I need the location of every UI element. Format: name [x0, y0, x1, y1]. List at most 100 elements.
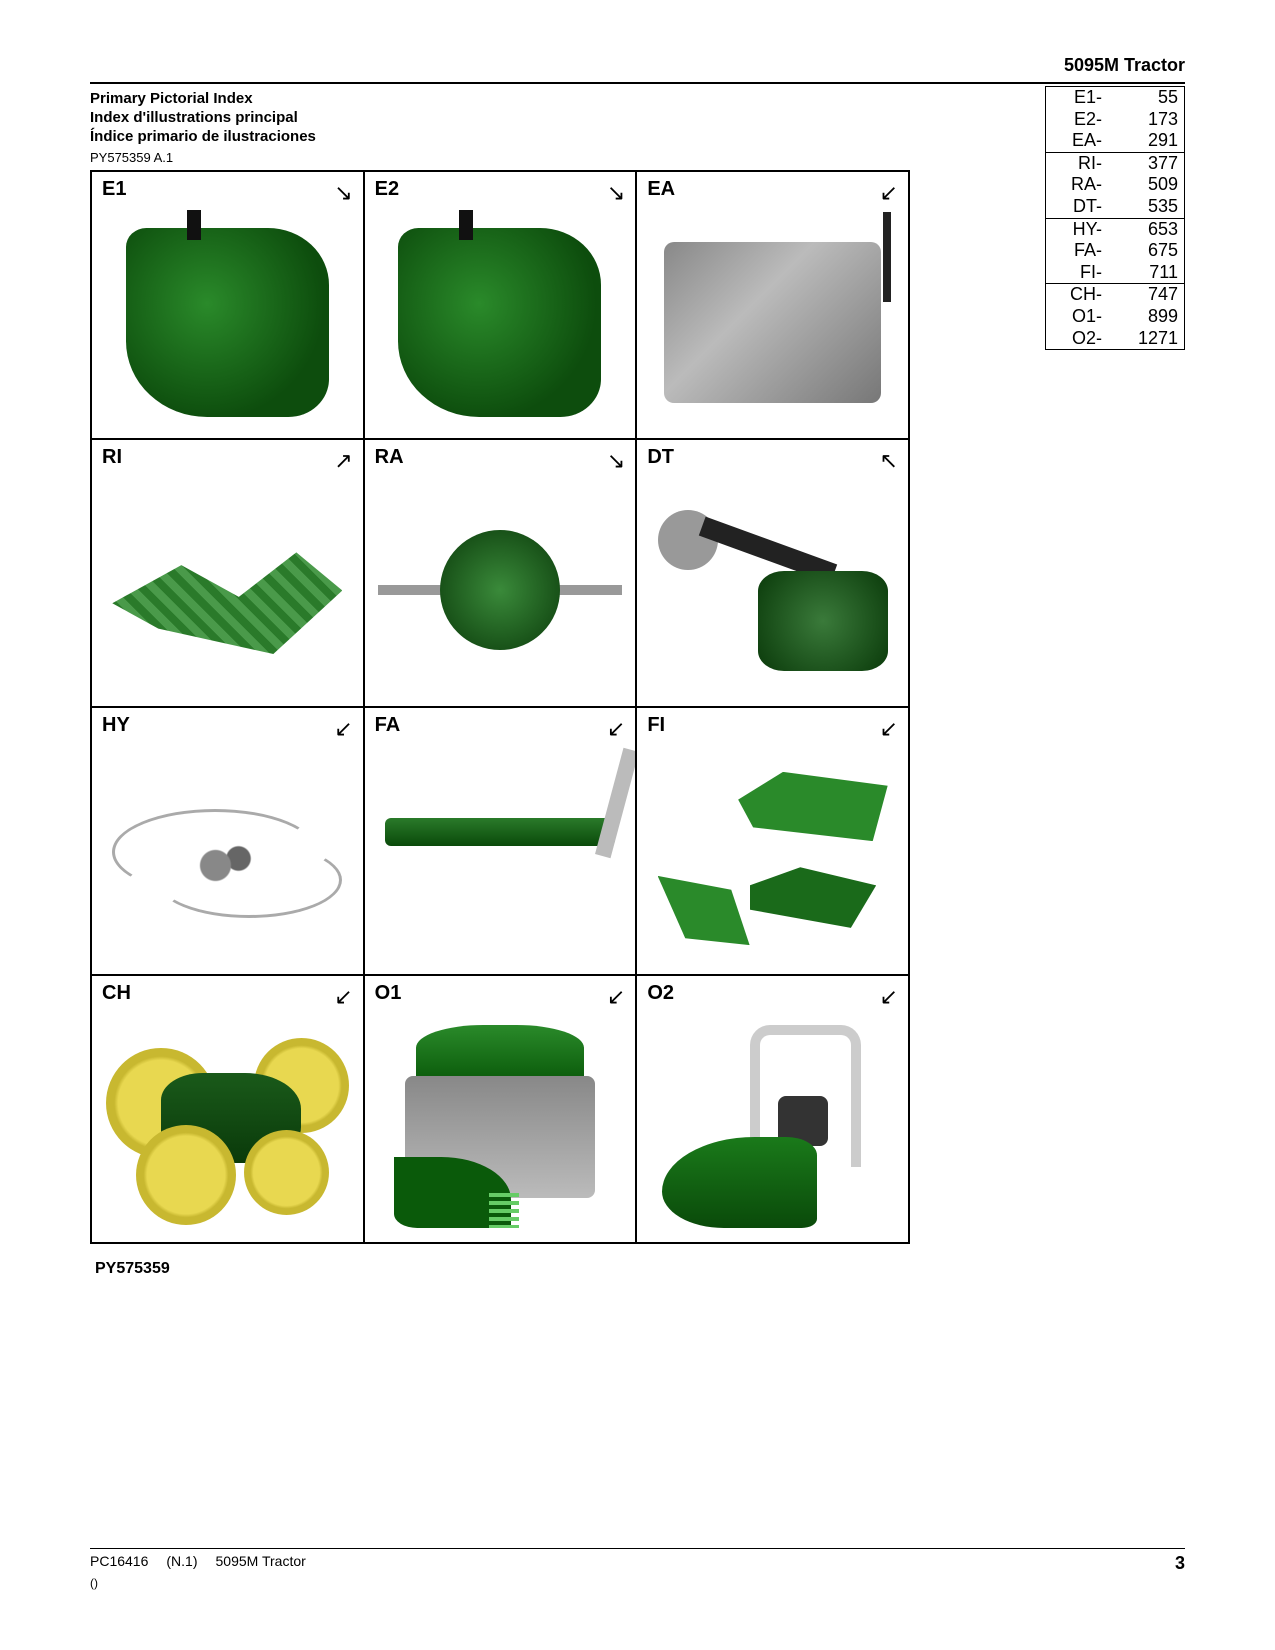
index-code: O1- — [1052, 306, 1102, 328]
nav-arrow-icon[interactable]: ↙ — [880, 180, 898, 206]
figure-code-bottom: PY575359 — [95, 1260, 170, 1278]
grid-cell-ea[interactable]: EA ↙ — [636, 171, 909, 439]
index-row[interactable]: FA-675 — [1046, 240, 1184, 262]
footer-product: 5095M Tractor — [216, 1553, 306, 1574]
index-code: E2- — [1052, 109, 1102, 131]
nav-arrow-icon[interactable]: ↙ — [880, 716, 898, 742]
grid-cell-e2[interactable]: E2 ↘ — [364, 171, 637, 439]
index-page: 55 — [1102, 87, 1178, 109]
grid-cell-ra[interactable]: RA ↘ — [364, 439, 637, 707]
index-row[interactable]: DT-535 — [1046, 196, 1184, 218]
footer-sub: () — [90, 1576, 1185, 1590]
figure-code-top: PY575359 A.1 — [90, 150, 173, 165]
cell-illustration — [365, 475, 636, 706]
nav-arrow-icon[interactable]: ↙ — [607, 984, 625, 1010]
nav-arrow-icon[interactable]: ↙ — [334, 984, 352, 1010]
title-block: Primary Pictorial Index Index d'illustra… — [90, 90, 316, 146]
index-page: 1271 — [1102, 328, 1178, 350]
header-rule — [90, 82, 1185, 84]
index-page: 899 — [1102, 306, 1178, 328]
index-row[interactable]: RI-377 — [1046, 152, 1184, 175]
index-page: 747 — [1102, 284, 1178, 306]
index-row[interactable]: CH-747 — [1046, 283, 1184, 306]
cell-label: FI — [647, 714, 665, 737]
pictorial-grid: E1 ↘ E2 ↘ EA ↙ RI ↗ RA ↘ DT ↖ HY ↙ FA ↙ FI ↙ CH ↙ O1 ↙ O2 ↙ — [90, 170, 910, 1244]
index-code: E1- — [1052, 87, 1102, 109]
grid-cell-dt[interactable]: DT ↖ — [636, 439, 909, 707]
cell-illustration — [637, 207, 908, 438]
cell-label: RA — [375, 446, 404, 469]
cell-illustration — [637, 475, 908, 706]
index-code: DT- — [1052, 196, 1102, 218]
index-page: 675 — [1102, 240, 1178, 262]
index-row[interactable]: E1-55 — [1046, 87, 1184, 109]
cell-label: DT — [647, 446, 674, 469]
title-en: Primary Pictorial Index — [90, 90, 316, 109]
footer-doc: PC16416 — [90, 1553, 148, 1574]
index-code: EA- — [1052, 130, 1102, 152]
title-es: Índice primario de ilustraciones — [90, 128, 316, 147]
header-product: 5095M Tractor — [1064, 55, 1185, 76]
index-row[interactable]: RA-509 — [1046, 174, 1184, 196]
cell-label: RI — [102, 446, 122, 469]
cell-illustration — [92, 207, 363, 438]
cell-label: O1 — [375, 982, 402, 1005]
cell-label: EA — [647, 178, 675, 201]
index-page: 509 — [1102, 174, 1178, 196]
index-row[interactable]: E2-173 — [1046, 109, 1184, 131]
index-table: E1-55E2-173EA-291RI-377RA-509DT-535HY-65… — [1045, 86, 1185, 350]
cell-illustration — [365, 1011, 636, 1242]
cell-illustration — [92, 475, 363, 706]
index-page: 535 — [1102, 196, 1178, 218]
index-code: O2- — [1052, 328, 1102, 350]
grid-cell-fi[interactable]: FI ↙ — [636, 707, 909, 975]
cell-illustration — [637, 1011, 908, 1242]
cell-illustration — [365, 207, 636, 438]
index-code: RA- — [1052, 174, 1102, 196]
cell-label: FA — [375, 714, 401, 737]
grid-cell-hy[interactable]: HY ↙ — [91, 707, 364, 975]
index-code: CH- — [1052, 284, 1102, 306]
grid-cell-e1[interactable]: E1 ↘ — [91, 171, 364, 439]
title-fr: Index d'illustrations principal — [90, 109, 316, 128]
grid-cell-ch[interactable]: CH ↙ — [91, 975, 364, 1243]
cell-label: E2 — [375, 178, 399, 201]
page-number: 3 — [1175, 1553, 1185, 1574]
index-page: 173 — [1102, 109, 1178, 131]
index-code: FA- — [1052, 240, 1102, 262]
footer-rev: (N.1) — [166, 1553, 197, 1574]
page-footer: PC16416 (N.1) 5095M Tractor 3 () — [90, 1548, 1185, 1590]
grid-cell-fa[interactable]: FA ↙ — [364, 707, 637, 975]
index-code: FI- — [1052, 262, 1102, 284]
index-row[interactable]: O2-1271 — [1046, 328, 1184, 350]
grid-cell-ri[interactable]: RI ↗ — [91, 439, 364, 707]
cell-illustration — [92, 1011, 363, 1242]
cell-illustration — [92, 743, 363, 974]
index-row[interactable]: EA-291 — [1046, 130, 1184, 152]
index-row[interactable]: O1-899 — [1046, 306, 1184, 328]
nav-arrow-icon[interactable]: ↙ — [607, 716, 625, 742]
cell-label: O2 — [647, 982, 674, 1005]
cell-label: HY — [102, 714, 130, 737]
index-row[interactable]: FI-711 — [1046, 262, 1184, 284]
index-page: 291 — [1102, 130, 1178, 152]
cell-label: CH — [102, 982, 131, 1005]
nav-arrow-icon[interactable]: ↘ — [607, 180, 625, 206]
grid-cell-o1[interactable]: O1 ↙ — [364, 975, 637, 1243]
cell-illustration — [637, 743, 908, 974]
cell-label: E1 — [102, 178, 126, 201]
nav-arrow-icon[interactable]: ↙ — [880, 984, 898, 1010]
cell-illustration — [365, 743, 636, 974]
nav-arrow-icon[interactable]: ↙ — [334, 716, 352, 742]
nav-arrow-icon[interactable]: ↗ — [334, 448, 352, 474]
nav-arrow-icon[interactable]: ↘ — [607, 448, 625, 474]
index-code: RI- — [1052, 153, 1102, 175]
nav-arrow-icon[interactable]: ↘ — [334, 180, 352, 206]
index-page: 377 — [1102, 153, 1178, 175]
index-code: HY- — [1052, 219, 1102, 241]
nav-arrow-icon[interactable]: ↖ — [880, 448, 898, 474]
index-page: 711 — [1102, 262, 1178, 284]
index-row[interactable]: HY-653 — [1046, 218, 1184, 241]
index-page: 653 — [1102, 219, 1178, 241]
grid-cell-o2[interactable]: O2 ↙ — [636, 975, 909, 1243]
